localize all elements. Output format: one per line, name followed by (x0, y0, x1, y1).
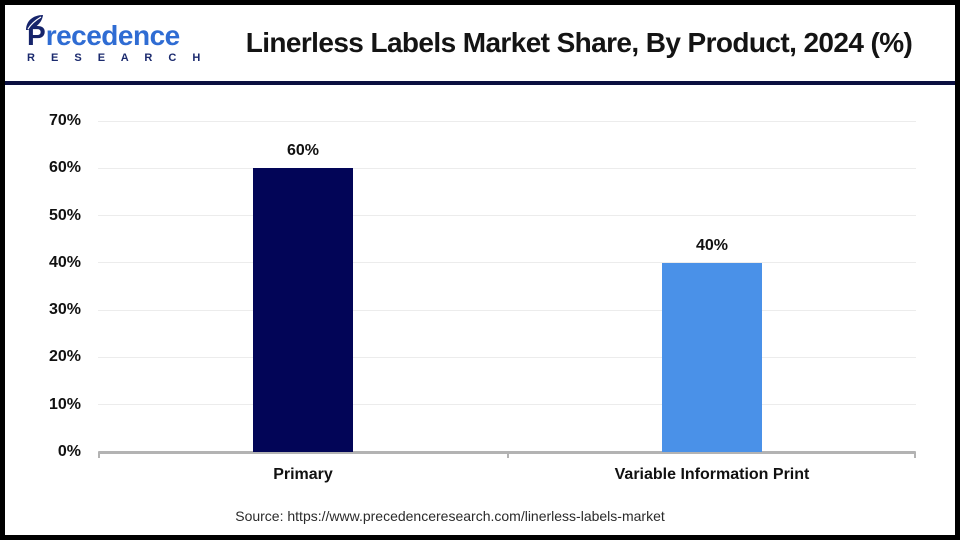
logo-wordmark: recedence (45, 20, 181, 51)
gridline (98, 309, 916, 311)
gridline (98, 120, 916, 122)
bar-value-label: 60% (286, 142, 320, 160)
x-axis-tick (914, 452, 916, 458)
y-axis-tick-label: 50% (48, 206, 81, 224)
bar-chart: 0% 10% 20% 30% 40% 50% 60% 70% 60% Primary 40% Vari… (5, 5, 955, 535)
y-axis-tick-label: 10% (48, 395, 81, 413)
x-axis-tick (507, 452, 509, 458)
y-axis-tick-label: 60% (48, 159, 81, 177)
y-axis-tick-label: 40% (48, 253, 81, 271)
gridline (98, 262, 916, 264)
y-axis-tick-label: 30% (48, 301, 81, 319)
logo-subtitle: R E S E A R C H (27, 52, 207, 64)
y-axis-tick-label: 0% (57, 443, 81, 460)
y-axis-tick-label: 20% (48, 348, 81, 366)
x-axis-tick (98, 452, 100, 458)
page-title: Linerless Labels Market Share, By Produc… (245, 27, 913, 58)
gridline (98, 404, 916, 406)
x-axis-category-label: Variable Information Print (614, 466, 810, 483)
gridline (98, 167, 916, 169)
header-divider (5, 81, 955, 85)
source-note: Source: https://www.precedenceresearch.c… (235, 508, 665, 524)
leaf-icon (25, 14, 45, 36)
gridline (98, 215, 916, 217)
bar-primary (253, 168, 353, 452)
x-axis-category-label: Primary (273, 466, 333, 483)
bar-variable-information-print (662, 262, 762, 452)
bar-value-label: 40% (695, 236, 729, 254)
gridline (98, 356, 916, 358)
y-axis-tick-label: 70% (48, 112, 81, 129)
